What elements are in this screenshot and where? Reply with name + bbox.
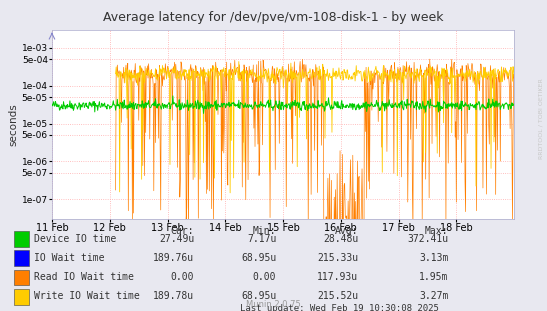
Text: 68.95u: 68.95u <box>241 291 276 301</box>
Text: Min:: Min: <box>253 226 276 236</box>
Text: IO Wait time: IO Wait time <box>34 253 104 263</box>
Text: 3.13m: 3.13m <box>419 253 449 263</box>
Text: Avg:: Avg: <box>335 226 358 236</box>
Text: Read IO Wait time: Read IO Wait time <box>34 272 134 282</box>
Bar <box>14 231 29 247</box>
Text: 215.52u: 215.52u <box>317 291 358 301</box>
Text: 1.95m: 1.95m <box>419 272 449 282</box>
Text: 215.33u: 215.33u <box>317 253 358 263</box>
Text: 372.41u: 372.41u <box>408 234 449 244</box>
Bar <box>14 270 29 285</box>
Y-axis label: seconds: seconds <box>9 103 19 146</box>
Text: 189.76u: 189.76u <box>153 253 194 263</box>
Text: 68.95u: 68.95u <box>241 253 276 263</box>
Text: 7.17u: 7.17u <box>247 234 276 244</box>
Text: Munin 2.0.75: Munin 2.0.75 <box>246 300 301 309</box>
Text: 3.27m: 3.27m <box>419 291 449 301</box>
Text: Write IO Wait time: Write IO Wait time <box>34 291 139 301</box>
Text: 27.49u: 27.49u <box>159 234 194 244</box>
Text: Last update: Wed Feb 19 10:30:08 2025: Last update: Wed Feb 19 10:30:08 2025 <box>240 304 439 311</box>
Text: 0.00: 0.00 <box>253 272 276 282</box>
Text: RRDTOOL / TOBI OETIKER: RRDTOOL / TOBI OETIKER <box>538 78 543 159</box>
Text: Device IO time: Device IO time <box>34 234 116 244</box>
Text: Average latency for /dev/pve/vm-108-disk-1 - by week: Average latency for /dev/pve/vm-108-disk… <box>103 11 444 24</box>
Text: 0.00: 0.00 <box>171 272 194 282</box>
Text: Cur:: Cur: <box>171 226 194 236</box>
Bar <box>14 289 29 304</box>
Text: Max:: Max: <box>425 226 449 236</box>
Bar <box>14 250 29 266</box>
Text: 117.93u: 117.93u <box>317 272 358 282</box>
Text: 28.48u: 28.48u <box>323 234 358 244</box>
Text: 189.78u: 189.78u <box>153 291 194 301</box>
